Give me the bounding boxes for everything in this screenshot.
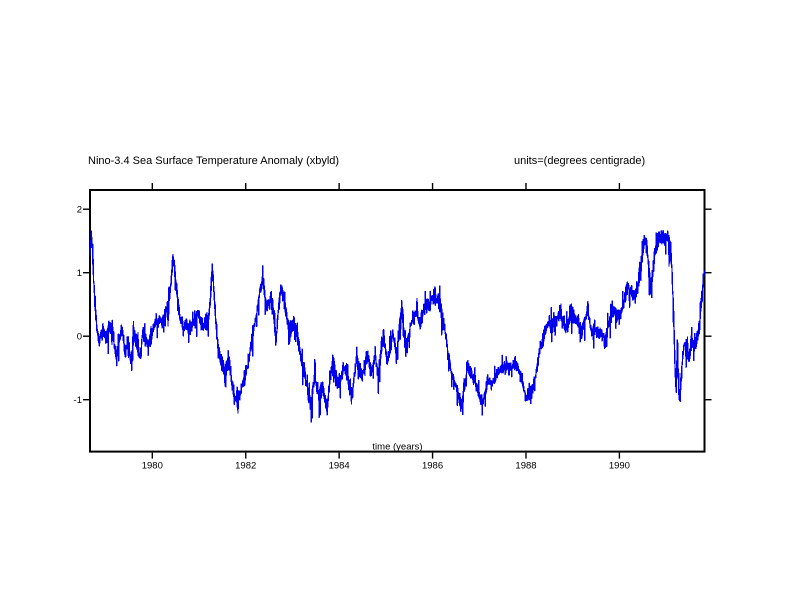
anomaly-line [89,229,706,423]
y-tick-label: -1 [74,395,82,406]
y-tick-label: 2 [77,205,82,216]
chart-title: Nino-3.4 Sea Surface Temperature Anomaly… [88,155,339,167]
x-tick-label: 1982 [235,461,256,472]
x-tick-label: 1984 [329,461,350,472]
data-series [89,229,706,423]
x-tick-labels: 1980 1982 1984 1986 1988 1990 [142,461,630,472]
y-tick-label: 1 [77,268,82,279]
x-axis-title: time (years) [372,442,422,453]
chart-units-label: units=(degrees centigrade) [514,155,645,167]
y-tick-labels: -1 0 1 2 [74,205,82,407]
x-tick-label: 1990 [609,461,630,472]
x-tick-label: 1986 [422,461,443,472]
y-tick-label: 0 [77,332,82,343]
x-tick-label: 1988 [515,461,536,472]
x-tick-label: 1980 [142,461,163,472]
plot-frame [89,189,706,453]
plot-axes [83,183,712,459]
